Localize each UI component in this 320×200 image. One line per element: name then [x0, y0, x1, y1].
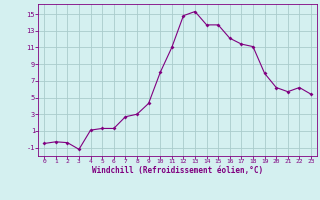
X-axis label: Windchill (Refroidissement éolien,°C): Windchill (Refroidissement éolien,°C) — [92, 166, 263, 175]
